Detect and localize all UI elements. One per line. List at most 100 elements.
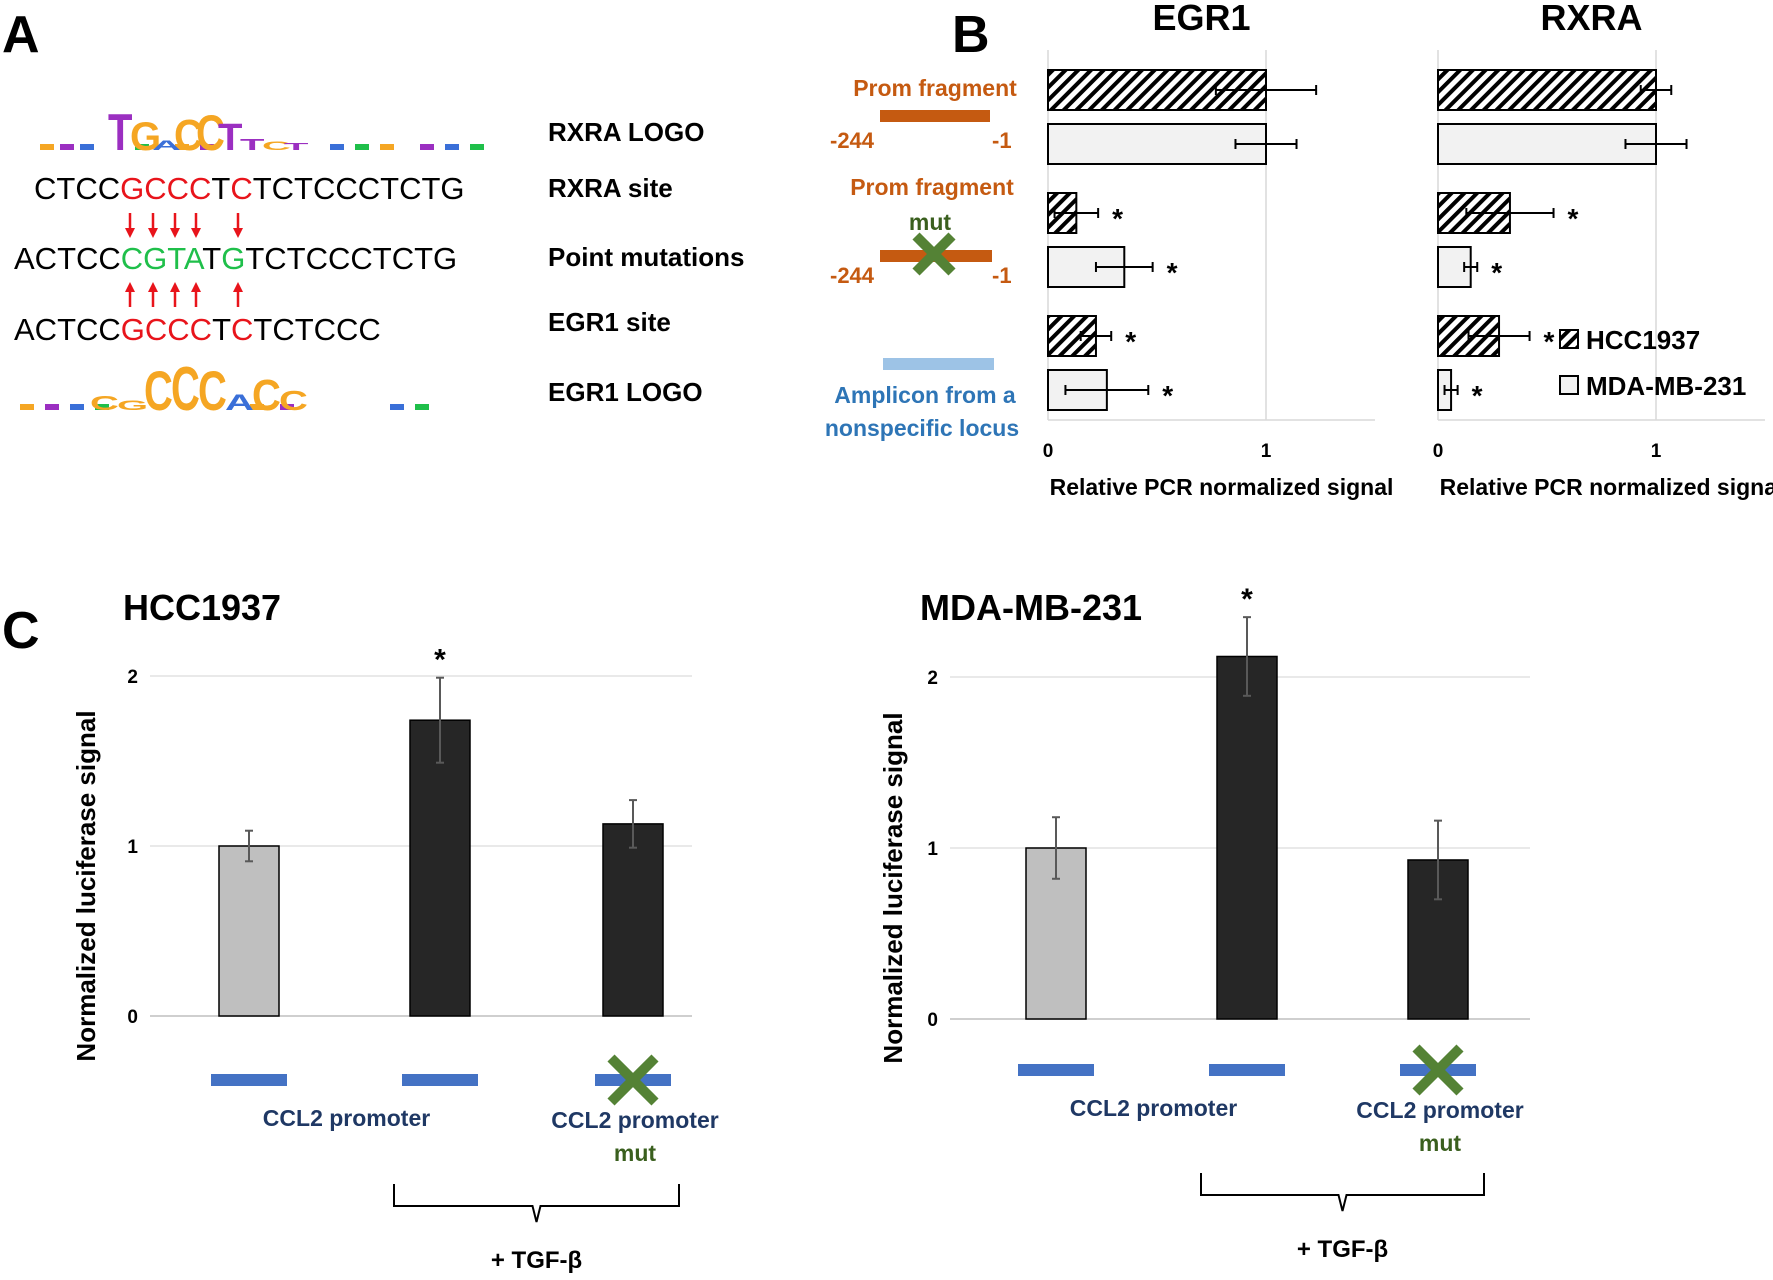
- logo-letter: T: [240, 136, 265, 154]
- ccl2-promoter-label: CCL2 promoter: [1070, 1095, 1237, 1121]
- chart-hcc1937-luciferase: 0 1 2 HCC1937 Normalized luciferase signal * C…: [71, 587, 719, 1274]
- prom-fragment-bar: [880, 110, 990, 122]
- y-tick-label: 0: [127, 1007, 138, 1028]
- mut-label: mut: [614, 1140, 657, 1166]
- logo-letter: C: [198, 361, 227, 423]
- promoter-bar: [211, 1074, 287, 1086]
- significance-marker: *: [1167, 257, 1178, 288]
- rxra-site-sequence: CTCCGCCCTCTCTCCCTCTG: [34, 171, 465, 206]
- up-arrow-head-icon: [191, 282, 201, 292]
- bar: [218, 845, 280, 1017]
- logo-minor-glyph: [80, 144, 94, 150]
- chart-egr1: 0 1 EGR1 Relative PCR normalized signal * * * *: [1043, 0, 1394, 500]
- ccl2-promoter-label: CCL2 promoter: [263, 1105, 430, 1131]
- down-arrow-head-icon: [148, 228, 158, 238]
- significance-marker: *: [1472, 380, 1483, 411]
- logo-letter: G: [117, 398, 148, 413]
- panel-letter-b: B: [952, 6, 990, 64]
- ccl2-promoter-mut-label: CCL2 promoter: [551, 1107, 718, 1133]
- down-arrow-head-icon: [170, 228, 180, 238]
- significance-marker: *: [1162, 380, 1173, 411]
- chart-title: HCC1937: [123, 587, 281, 628]
- logo-minor-glyph: [470, 144, 484, 150]
- x-axis-label: Relative PCR normalized signal: [1440, 474, 1773, 500]
- y-axis-label: Normalized luciferase signal: [71, 710, 101, 1061]
- logo-minor-glyph: [390, 404, 404, 410]
- bar: [1216, 655, 1278, 1020]
- sequence-segment: TCTCCCTCTG: [245, 241, 457, 276]
- significance-marker: *: [1544, 326, 1555, 357]
- sequence-segment: ACTCC: [14, 241, 121, 276]
- logo-letter: A: [152, 138, 181, 153]
- sequence-segment: T: [211, 171, 230, 206]
- promoter-bar: [1209, 1064, 1285, 1076]
- sequence-segment: CGTA: [121, 241, 205, 276]
- x-tick-label: 0: [1043, 441, 1054, 462]
- chart-title: MDA-MB-231: [920, 587, 1142, 628]
- logo-letter: C: [144, 361, 173, 423]
- prom-fragment-label: Prom fragment: [853, 75, 1017, 101]
- x-tick-label: 0: [1433, 441, 1444, 462]
- logo-minor-glyph: [330, 144, 344, 150]
- logo-letter: C: [196, 105, 225, 161]
- logo-minor-glyph: [200, 144, 214, 150]
- logo-minor-glyph: [280, 404, 294, 410]
- point-mutation-sequence: ACTCCCGTATGTCTCCCTCTG: [14, 241, 457, 276]
- bar: [409, 719, 471, 1017]
- mut-label: mut: [1419, 1130, 1462, 1156]
- panel-letter-a: A: [2, 6, 40, 64]
- significance-marker: *: [1112, 203, 1123, 234]
- y-tick-label: 2: [127, 667, 138, 688]
- sequence-segment: CTCC: [34, 171, 120, 206]
- bar: [602, 823, 664, 1017]
- bar: [1437, 123, 1657, 165]
- logo-minor-glyph: [40, 144, 54, 150]
- significance-marker: *: [434, 644, 446, 677]
- prom-fragment-end: -1: [992, 128, 1012, 153]
- logo-letter: T: [218, 117, 243, 159]
- y-tick-label: 0: [927, 1010, 938, 1031]
- amplicon-label-line1: Amplicon from a: [834, 382, 1016, 408]
- logo-letter: C: [90, 392, 119, 415]
- prom-fragment-mut-end: -1: [992, 263, 1012, 288]
- y-tick-label: 1: [927, 839, 938, 860]
- chart-title: RXRA: [1540, 0, 1642, 38]
- mutation-cross-icon: [912, 232, 956, 276]
- logo-minor-glyph: [420, 144, 434, 150]
- logo-minor-glyph: [95, 404, 109, 410]
- logo-letter: C: [279, 386, 308, 417]
- sequence-segment: C: [230, 171, 252, 206]
- bar: [1437, 69, 1657, 111]
- row-label-point-mutations: Point mutations: [548, 242, 744, 272]
- up-arrow-head-icon: [125, 282, 135, 292]
- legend-label: MDA-MB-231: [1586, 371, 1746, 401]
- sequence-segment: GCCC: [120, 171, 211, 206]
- prom-fragment-mut-label: Prom fragment: [850, 174, 1014, 200]
- y-axis-label: Normalized luciferase signal: [878, 712, 908, 1063]
- logo-minor-glyph: [250, 404, 264, 410]
- prom-fragment-start: -244: [830, 128, 875, 153]
- logo-letter: A: [225, 390, 254, 415]
- significance-marker: *: [1491, 257, 1502, 288]
- ccl2-promoter-mut-label: CCL2 promoter: [1356, 1097, 1523, 1123]
- up-arrow-head-icon: [148, 282, 158, 292]
- down-arrow-head-icon: [125, 228, 135, 238]
- significance-marker: *: [1125, 326, 1136, 357]
- egr1-site-sequence: ACTCCGCCCTCTCTCCC: [14, 312, 381, 347]
- sequence-segment: G: [221, 241, 245, 276]
- logo-letter: C: [171, 355, 200, 424]
- y-tick-label: 1: [127, 837, 138, 858]
- logo-letter: G: [130, 115, 161, 159]
- promoter-bar: [1018, 1064, 1094, 1076]
- mutation-cross-icon: [1412, 1044, 1464, 1096]
- sequence-segment: T: [202, 241, 221, 276]
- up-arrow-head-icon: [170, 282, 180, 292]
- logo-minor-glyph: [445, 144, 459, 150]
- mutation-arrows: [125, 213, 243, 307]
- significance-marker: *: [1568, 203, 1579, 234]
- logo-letter: C: [252, 370, 281, 419]
- legend-swatch: [1559, 329, 1579, 349]
